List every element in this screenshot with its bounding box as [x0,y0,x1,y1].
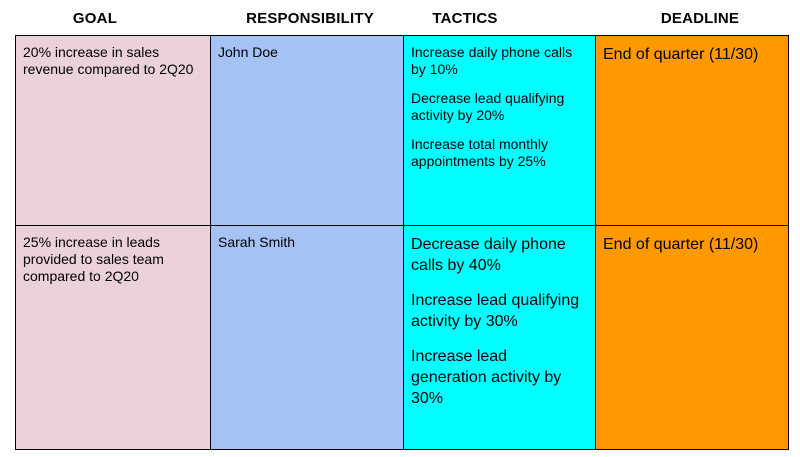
tactic-item: Increase total monthly appointments by 2… [411,136,548,169]
header-deadline: DEADLINE [660,10,740,27]
header-tactics: TACTICS [432,10,498,27]
tactics-cell: Increase daily phone calls by 10% Decrea… [403,35,596,226]
tactics-cell: Decrease daily phone calls by 40% Increa… [403,225,596,450]
tactic-item: Increase lead qualifying activity by 30% [411,292,580,330]
goals-table: 20% increase in sales revenue compared t… [15,35,789,450]
responsibility-cell: John Doe [210,35,404,226]
table-row: 20% increase in sales revenue compared t… [15,35,789,226]
header-goal: GOAL [72,10,118,27]
responsibility-cell: Sarah Smith [210,225,404,450]
table-row: 25% increase in leads provided to sales … [15,225,789,450]
header-responsibility: RESPONSIBILITY [246,10,374,27]
tactic-item: Decrease lead qualifying activity by 20% [411,90,565,123]
goal-cell: 25% increase in leads provided to sales … [15,225,211,450]
deadline-cell: End of quarter (11/30) [595,225,789,450]
tactic-item: Increase lead generation activity by 30% [411,348,562,407]
table-header: GOAL RESPONSIBILITY TACTICS DEADLINE [0,0,800,36]
goal-cell: 20% increase in sales revenue compared t… [15,35,211,226]
tactic-item: Decrease daily phone calls by 40% [411,236,566,274]
tactic-item: Increase daily phone calls by 10% [411,44,573,77]
deadline-cell: End of quarter (11/30) [595,35,789,226]
